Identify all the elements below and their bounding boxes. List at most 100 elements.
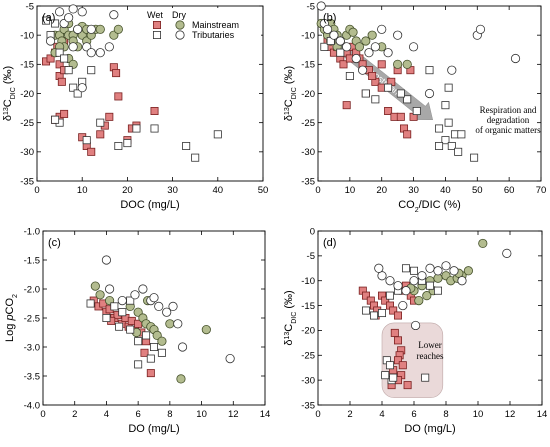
data-point — [130, 290, 140, 300]
data-point — [57, 77, 66, 86]
x-tick-label: 30 — [408, 185, 419, 196]
data-point — [457, 130, 466, 139]
data-point — [182, 141, 191, 150]
x-tick-label: 40 — [213, 185, 224, 196]
y-tick-label: -5 — [26, 1, 34, 12]
data-point — [134, 360, 143, 369]
y-tick-label: -10 — [20, 30, 34, 41]
data-point — [146, 369, 155, 378]
data-point — [64, 13, 74, 23]
data-point — [82, 136, 91, 145]
y-label-ylabel_base: δ — [283, 115, 295, 121]
x-tick-label: 10 — [77, 185, 88, 196]
data-point — [60, 54, 69, 63]
data-point — [86, 24, 96, 34]
data-point — [173, 319, 183, 329]
data-point — [393, 311, 402, 320]
legend-wet-tributary-marker — [152, 30, 161, 39]
y-label-ylabel_sub: 2 — [12, 294, 19, 298]
data-point — [361, 89, 370, 98]
data-point — [77, 83, 87, 93]
data-point — [463, 266, 473, 276]
data-point — [42, 16, 51, 25]
y-tick-label: -35 — [20, 176, 34, 187]
data-point — [441, 136, 450, 145]
legend-mainstream-label: Mainstream — [192, 20, 239, 30]
y-label-ylabel_sub: DIC — [291, 87, 298, 99]
x-tick-label: 8 — [167, 409, 172, 420]
data-point — [398, 300, 408, 311]
y-label-ylabel_sup: 13 — [284, 107, 291, 115]
x-tick-label: 6 — [411, 409, 416, 420]
x-tick-label: 2 — [72, 409, 77, 420]
series-trib-circle — [374, 248, 512, 331]
data-point — [329, 30, 339, 40]
data-point — [398, 361, 407, 370]
legend-dry-mainstream-marker — [175, 20, 185, 30]
x-tick-label: 20 — [122, 185, 133, 196]
data-point — [393, 30, 403, 40]
y-tick-label: -30 — [301, 147, 315, 158]
data-point — [425, 263, 435, 273]
y-tick-label: -1.0 — [24, 226, 40, 237]
x-axis-label: DO (mg/L) — [404, 423, 455, 435]
legend-dry-header: Dry — [172, 10, 186, 20]
data-point — [104, 42, 114, 52]
data-point — [316, 1, 326, 11]
y-label-ylabel_ital: p — [4, 314, 16, 321]
data-point — [115, 322, 124, 331]
x-tick-label: 40 — [440, 185, 451, 196]
data-point — [369, 311, 378, 320]
data-point — [96, 118, 105, 127]
data-point — [168, 301, 178, 311]
data-point — [377, 309, 386, 318]
data-point — [95, 24, 105, 34]
data-point — [51, 115, 60, 124]
data-point — [176, 374, 186, 384]
data-point — [410, 320, 421, 331]
y-label-ylabel_unit: (‰) — [283, 66, 295, 87]
respiration-annotation-line: of organic matters — [475, 125, 541, 135]
data-point — [393, 59, 403, 69]
y-label-ylabel_sub: DIC — [10, 87, 17, 99]
x-label-xlabel_rest: /DIC (%) — [419, 199, 461, 211]
series-trib-circle — [101, 255, 235, 364]
data-point — [157, 348, 166, 357]
data-point — [157, 336, 167, 346]
y-tick-label: -20 — [301, 89, 315, 100]
y-label-ylabel_unit: (‰) — [283, 290, 295, 311]
data-point — [441, 101, 450, 110]
data-point — [370, 42, 380, 52]
y-tick-label: -5 — [307, 1, 315, 12]
data-point — [389, 373, 398, 382]
x-tick-label: 0 — [315, 185, 320, 196]
data-point — [433, 286, 442, 295]
data-point — [154, 301, 164, 311]
data-point — [68, 4, 78, 14]
x-tick-label: 8 — [443, 409, 448, 420]
data-point — [424, 88, 435, 99]
data-point — [55, 60, 64, 69]
y-label-ylabel_sup: 13 — [284, 332, 291, 340]
x-tick-label: 12 — [228, 409, 239, 420]
data-point — [383, 48, 393, 58]
data-point — [417, 271, 427, 281]
data-point — [123, 139, 132, 148]
panel-a: 0 10 20 30 40 50 -35 -30 -25 -20 -15 -10 -5 (a) DOC (m… — [2, 1, 268, 211]
y-tick-label: -20 — [20, 89, 34, 100]
data-point — [126, 325, 135, 334]
data-point — [112, 69, 121, 78]
data-point — [390, 328, 399, 337]
data-point — [381, 296, 390, 305]
data-point — [105, 284, 115, 294]
x-tick-label: 20 — [376, 185, 387, 196]
data-point — [393, 336, 402, 345]
y-tick-label: -2.0 — [24, 284, 40, 295]
data-point — [69, 83, 78, 92]
data-point — [339, 60, 348, 69]
data-point — [201, 324, 211, 335]
data-point — [86, 48, 96, 58]
x-tick-label: 0 — [40, 409, 45, 420]
